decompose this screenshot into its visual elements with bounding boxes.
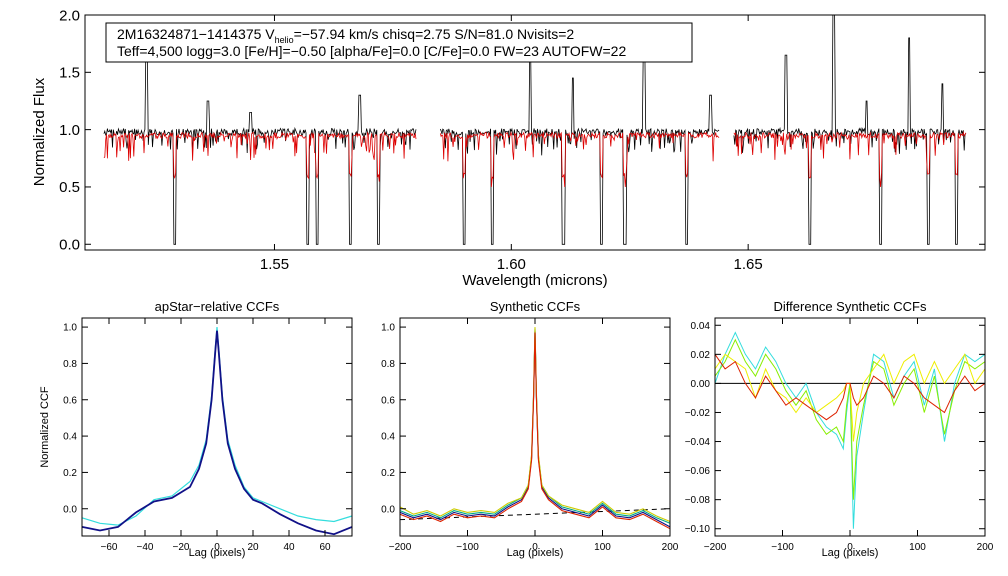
difference-ccf-x-tick-label: −100 [771,542,794,553]
apstar-ccf-x-tick-label: 60 [319,542,331,553]
synthetic-ccf-y-tick-label: 0.4 [381,432,395,443]
synthetic-ccf-x-tick-label: 0 [532,542,538,553]
spectrum-info-line2: Teff=4,500 logg=3.0 [Fe/H]=−0.50 [alpha/… [117,43,626,59]
synthetic-ccf-plot-area [399,327,671,530]
model-spectrum-line [103,131,417,182]
apstar-ccf-y-axis-title: Normalized CCF [39,386,51,468]
difference-ccf-x-tick-label: 100 [909,542,926,553]
spectrum-y-tick-label: 1.0 [59,122,80,139]
apstar-ccf-y-tick-label: 0.2 [63,468,77,479]
model-spectrum-line [439,131,720,188]
apstar-ccf-series-1 [81,330,353,536]
apstar-ccf-plot-area [81,327,353,536]
difference-ccf-panel: Difference Synthetic CCFs −200 −100 0 100 20… [685,299,994,559]
apstar-ccf-x-tick-label: −40 [137,542,154,553]
synthetic-ccf-y-tick-label: 1.0 [381,323,395,334]
difference-ccf-y-tick-label: 0.04 [691,321,711,332]
apstar-ccf-y-tick-label: 0.6 [63,395,77,406]
synthetic-ccf-x-tick-label: 100 [594,542,611,553]
apstar-ccf-x-tick-label: 0 [214,542,220,553]
spectrum-plot-area [103,14,967,245]
difference-ccf-y-tick-label: −0.10 [685,524,711,535]
synthetic-ccf-panel: Synthetic CCFs −200 −100 0 100 200 0.0 0.2 0.4 0… [381,299,679,559]
apstar-ccf-x-tick-label: 20 [247,542,259,553]
synthetic-ccf-y-tick-label: 0.2 [381,468,395,479]
synthetic-ccf-x-tick-label: 200 [662,542,679,553]
difference-ccf-axes: −200 −100 0 100 200 0.04 0.02 0.00 −0.02 −0.04 −0.… [685,318,994,553]
observed-spectrum-line [439,43,720,245]
spectrum-x-tick-label: 1.55 [260,256,289,273]
synthetic-ccf-x-tick-label: −200 [389,542,412,553]
synthetic-ccf-title: Synthetic CCFs [490,299,581,314]
spectrum-y-tick-label: 0.5 [59,179,80,196]
difference-ccf-x-axis-title: Lag (pixels) [822,547,879,559]
difference-ccf-series-3 [714,354,986,421]
difference-ccf-plot-area [714,331,986,529]
spectrum-frame [84,14,986,251]
model-spectrum-line [733,130,967,188]
spectrum-info-box [105,22,693,63]
synthetic-ccf-y-tick-label: 0.8 [381,359,395,370]
spectrum-y-tick-label: 1.5 [59,65,80,82]
spectrum-panel: 2M16324871−1414375 Vhelio=−57.94 km/s ch… [31,7,986,289]
apstar-ccf-panel: apStar−relative CCFs −60 −40 −20 0 20 40 60 0.0… [39,299,353,559]
spectrum-x-tick-label: 1.60 [497,256,526,273]
difference-ccf-y-tick-label: −0.02 [685,408,711,419]
apstar-ccf-y-tick-label: 0.0 [63,504,77,515]
difference-ccf-y-tick-label: 0.00 [691,379,711,390]
apstar-ccf-y-tick-label: 0.8 [63,359,77,370]
spectrum-info-line1: 2M16324871−1414375 Vhelio=−57.94 km/s ch… [117,26,574,45]
difference-ccf-x-tick-label: 0 [847,542,853,553]
difference-ccf-y-tick-label: 0.02 [691,350,711,361]
apstar-ccf-x-tick-label: 40 [283,542,295,553]
apstar-ccf-x-tick-label: −60 [101,542,118,553]
apstar-ccf-title: apStar−relative CCFs [155,299,280,314]
apstar-ccf-axes: −60 −40 −20 0 20 40 60 0.0 0.2 0.4 0.6 0.8 1.0 [63,318,352,553]
difference-ccf-y-tick-label: −0.04 [685,437,711,448]
apstar-ccf-x-axis-title: Lag (pixels) [189,547,246,559]
spectrum-x-axis-title: Wavelength (microns) [462,272,607,289]
synthetic-ccf-series-3 [399,332,671,530]
difference-ccf-title: Difference Synthetic CCFs [774,299,927,314]
spectrum-axes: 1.55 1.60 1.65 0.0 0.5 1.0 1.5 2.0 [59,7,985,273]
difference-ccf-x-tick-label: −200 [704,542,727,553]
observed-spectrum-line [733,14,967,245]
synthetic-ccf-baseline [399,508,671,521]
synthetic-ccf-x-tick-label: −100 [456,542,479,553]
difference-ccf-x-tick-label: 200 [977,542,994,553]
apstar-ccf-y-tick-label: 1.0 [63,323,77,334]
synthetic-ccf-x-axis-title: Lag (pixels) [507,547,564,559]
synthetic-ccf-y-tick-label: 0.6 [381,395,395,406]
synthetic-ccf-axes: −200 −100 0 100 200 0.0 0.2 0.4 0.6 0.8 1.0 [381,318,679,553]
observed-spectrum-line [103,60,417,245]
synthetic-ccf-y-tick-label: 0.0 [381,504,395,515]
spectrum-y-tick-label: 0.0 [59,237,80,254]
difference-ccf-y-tick-label: −0.08 [685,495,711,506]
spectrum-x-tick-label: 1.65 [734,256,763,273]
apstar-ccf-y-tick-label: 0.4 [63,432,77,443]
difference-ccf-y-tick-label: −0.06 [685,466,711,477]
synthetic-ccf-series-2 [399,327,671,523]
spectrum-y-axis-title: Normalized Flux [31,77,48,186]
spectrum-y-tick-label: 2.0 [59,7,80,24]
apstar-ccf-x-tick-label: −20 [173,542,190,553]
